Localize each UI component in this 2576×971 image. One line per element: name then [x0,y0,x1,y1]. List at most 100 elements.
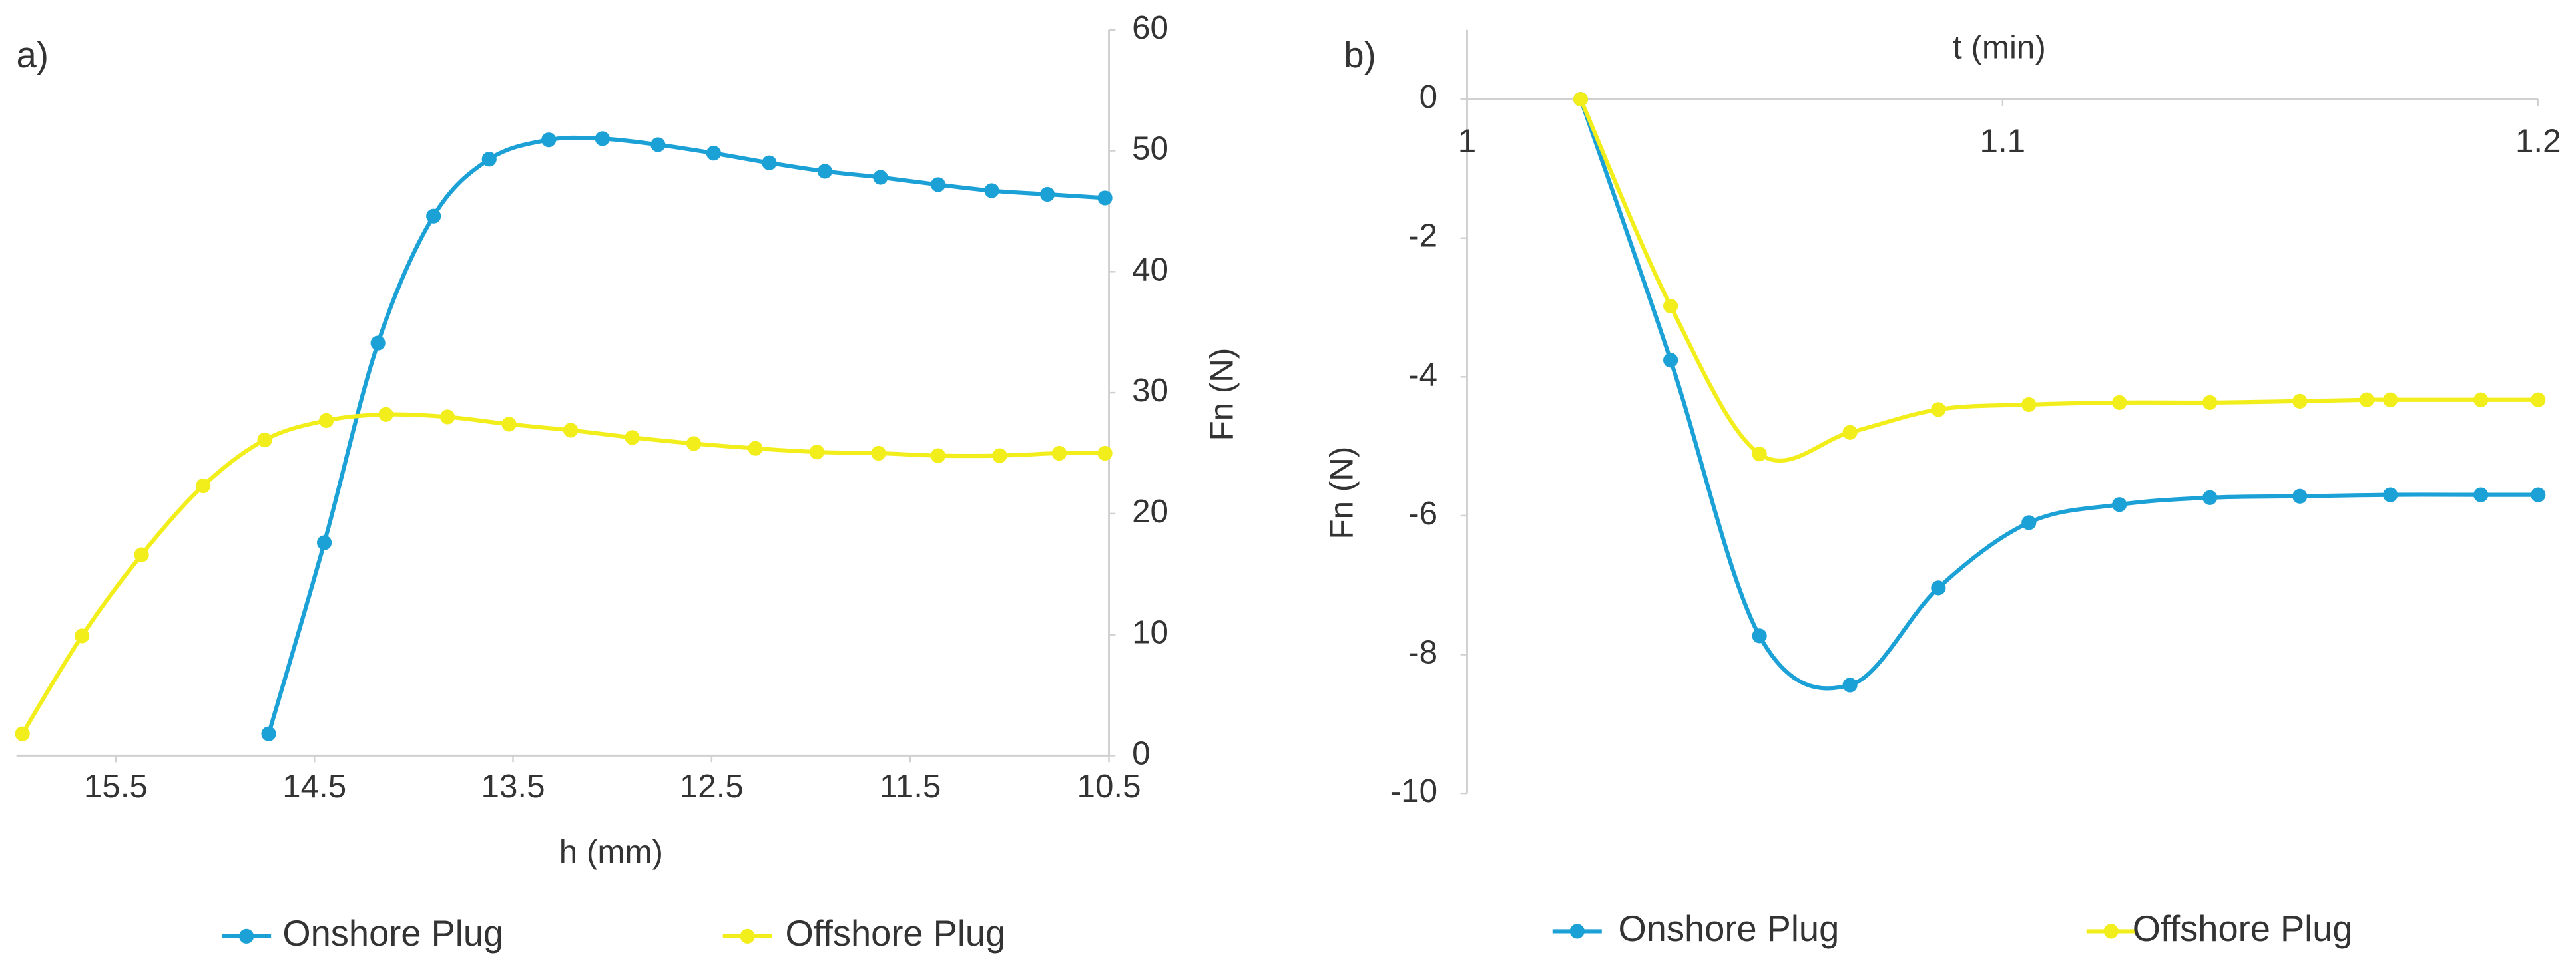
point [501,417,517,432]
point [2531,487,2546,502]
point [257,432,272,448]
x-tick-label: 11.5 [880,768,941,805]
y-tick-label: 20 [1132,493,1168,530]
point [261,726,276,741]
point [2383,392,2398,407]
x-tick-label: 1.2 [2515,123,2561,160]
point [75,628,90,644]
point [196,478,211,494]
point [1039,186,1055,202]
point [2021,515,2037,530]
x-tick-label: 14.5 [282,768,346,805]
point [625,430,640,445]
point [1097,190,1113,206]
point [2202,395,2218,411]
panel-label: b) [1344,35,1376,75]
point [762,155,777,170]
point [318,413,334,428]
point [1663,298,1678,314]
point [2473,487,2489,502]
y-tick-label: -6 [1408,495,1437,532]
point [134,547,149,562]
point [706,146,721,161]
point [1931,580,1946,596]
point [541,132,557,148]
x-tick-label: 10.5 [1077,768,1141,805]
x-tick-label: 13.5 [481,768,545,805]
point [378,407,393,422]
y-tick-label: -2 [1408,218,1437,254]
point [2531,392,2546,407]
point [650,137,666,152]
point [1842,425,1858,440]
x-axis-title: t (min) [1953,29,2046,65]
series-line [1579,98,2539,463]
legend-marker [239,928,254,944]
legend-marker [740,928,755,944]
legend-label: Offshore Plug [2133,908,2353,949]
point [686,436,702,451]
point [563,423,579,438]
point [748,441,763,456]
legend-marker [1569,924,1585,939]
point [370,335,386,351]
point [930,177,946,192]
x-tick-label: 15.5 [84,768,148,805]
y-tick-label: 0 [1419,79,1437,115]
point [930,448,946,463]
point [595,131,610,146]
point [2021,397,2037,413]
point [2473,392,2489,407]
legend-label: Onshore Plug [1618,908,1839,949]
point [2202,490,2218,505]
series-line [1579,98,2539,691]
point [2359,392,2374,407]
point [1752,446,1767,462]
y-tick-label: 0 [1132,735,1150,771]
point [2383,487,2398,502]
y-tick-label: -4 [1408,356,1437,393]
point [1663,353,1678,368]
legend-label: Onshore Plug [282,913,503,954]
series-line [266,135,1105,735]
point [15,726,30,741]
point [873,170,888,185]
point [2292,393,2308,409]
y-axis-title: Fn (N) [1323,447,1360,540]
y-tick-label: 10 [1132,614,1168,651]
point [316,535,332,550]
series-line [20,412,1105,735]
x-axis-title: h (mm) [559,833,663,870]
legend-label: Offshore Plug [785,913,1005,954]
y-tick-label: 40 [1132,251,1168,288]
panel-label: a) [17,35,49,75]
y-tick-label: 30 [1132,372,1168,409]
point [809,445,825,460]
point [1752,628,1767,644]
point [871,445,886,461]
x-tick-label: 1 [1458,123,1476,160]
point [817,164,833,179]
y-tick-label: -8 [1408,634,1437,671]
legend-marker [2103,924,2119,939]
point [1051,445,1067,461]
y-axis-title: Fn (N) [1203,348,1240,441]
point [992,448,1007,463]
x-tick-label: 1.1 [1980,123,2026,160]
point [2112,497,2127,512]
point [1097,445,1113,461]
point [2292,488,2308,504]
point [439,409,455,425]
point [481,152,497,167]
y-tick-label: 50 [1132,130,1168,167]
point [426,208,441,224]
y-tick-label: -10 [1390,773,1437,809]
point [984,183,999,198]
point [1842,678,1858,693]
point [1573,91,1589,107]
y-tick-label: 60 [1132,9,1168,46]
point [1931,402,1946,417]
point [2112,395,2127,411]
